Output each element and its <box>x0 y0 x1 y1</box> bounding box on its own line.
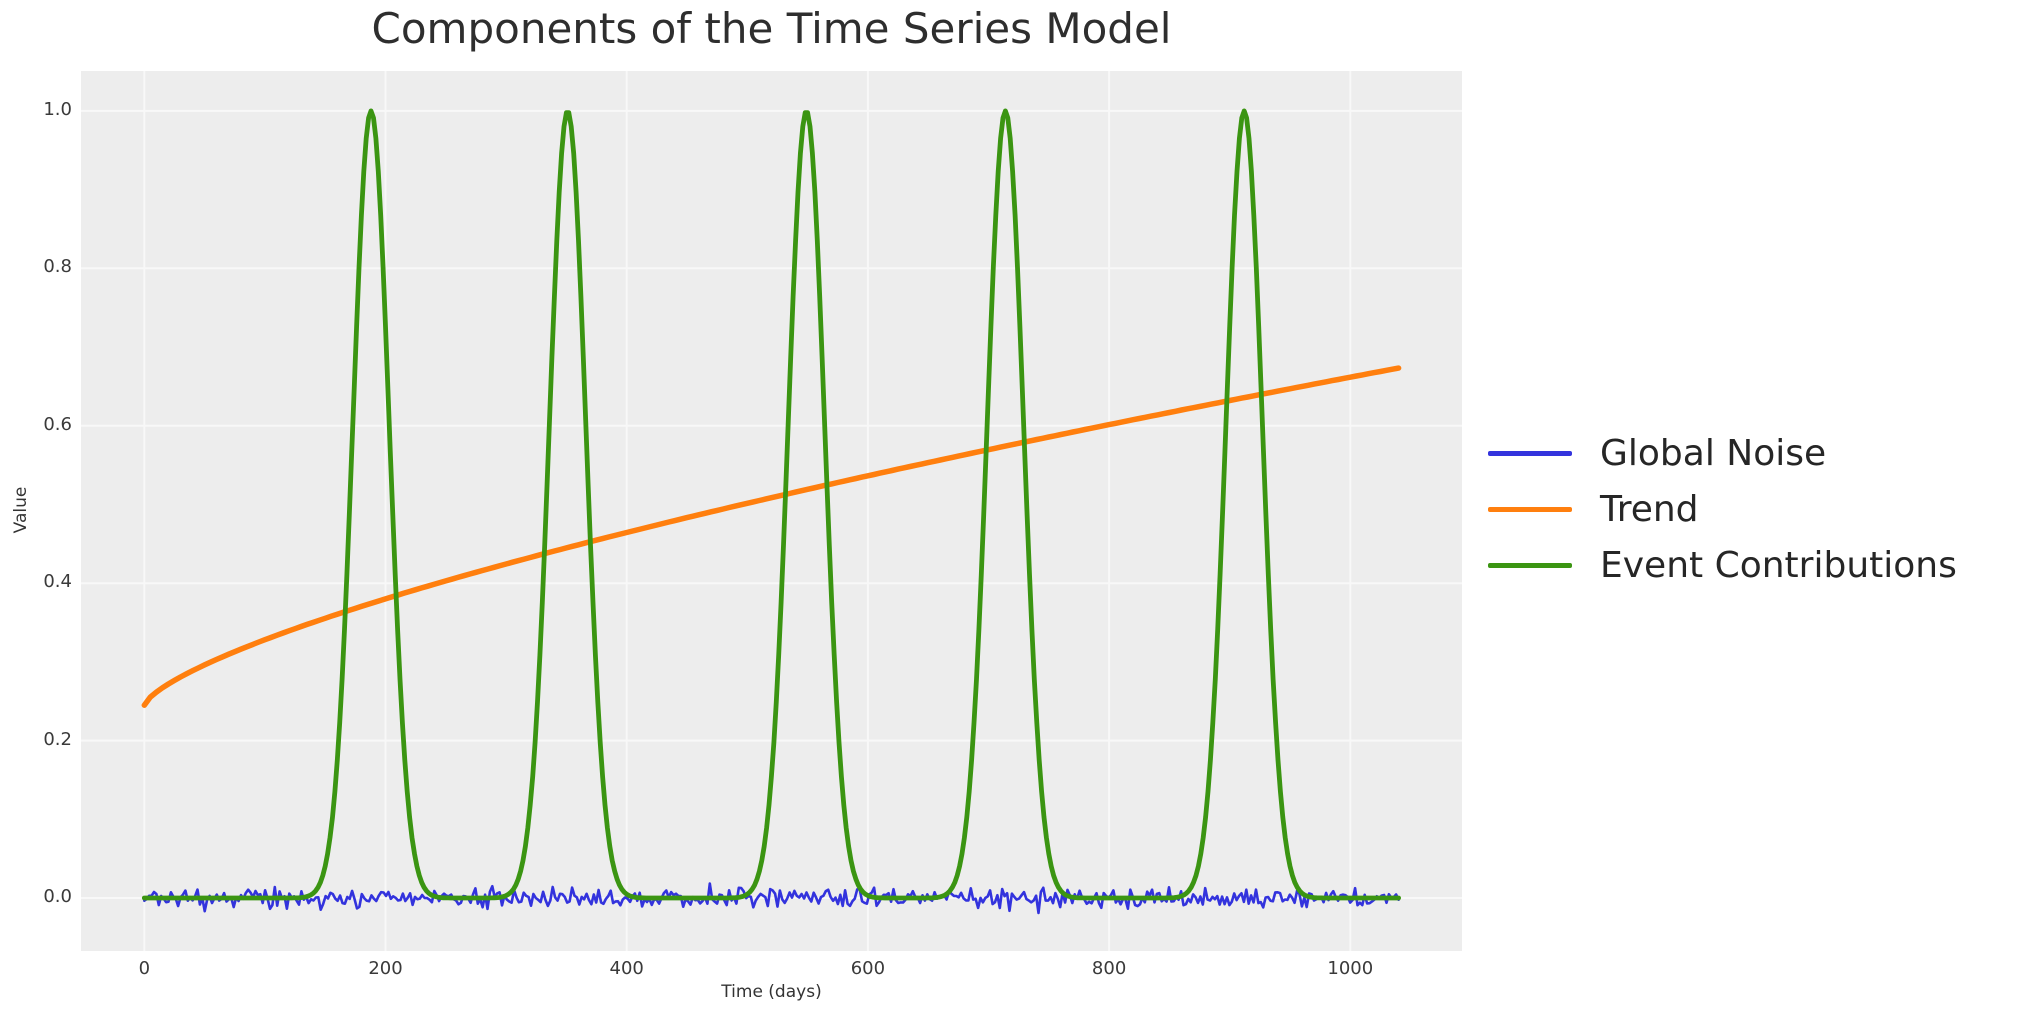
y-tick-label: 0.4 <box>43 571 72 593</box>
x-tick-label: 1000 <box>1327 958 1374 979</box>
x-tick-label: 0 <box>138 958 151 979</box>
legend-item-global-noise: Global Noise <box>1488 428 1957 478</box>
x-tick-label: 400 <box>609 958 644 979</box>
series-line-event-contributions <box>141 108 1401 901</box>
y-tick-label: 0.6 <box>43 413 72 435</box>
legend-label-trend: Trend <box>1600 488 1699 530</box>
y-tick-label: 0.0 <box>43 886 72 907</box>
legend: Global Noise Trend Event Contributions <box>1488 428 1957 590</box>
y-tick-label: 0.8 <box>43 256 72 278</box>
series-line-trend <box>141 365 1402 708</box>
x-axis-label: Time (days) <box>721 982 822 1002</box>
legend-item-trend: Trend <box>1488 484 1957 534</box>
y-tick-label: 0.2 <box>43 728 72 750</box>
y-axis-label: Value <box>11 486 31 534</box>
legend-line-swatch-trend <box>1488 506 1572 512</box>
x-tick-label: 600 <box>850 958 886 979</box>
chart-title: Components of the Time Series Model <box>371 4 1172 53</box>
legend-label-global-noise: Global Noise <box>1600 432 1827 474</box>
legend-label-event-contributions: Event Contributions <box>1600 544 1957 586</box>
plot-background <box>81 71 1462 951</box>
y-tick-label: 1.0 <box>43 98 72 120</box>
x-tick-label: 200 <box>368 958 403 979</box>
series-line-global-noise <box>143 882 1400 915</box>
legend-line-swatch-event-contributions <box>1488 562 1572 568</box>
legend-item-event-contributions: Event Contributions <box>1488 540 1957 590</box>
legend-line-swatch-global-noise <box>1488 450 1572 456</box>
x-tick-label: 800 <box>1091 958 1127 979</box>
